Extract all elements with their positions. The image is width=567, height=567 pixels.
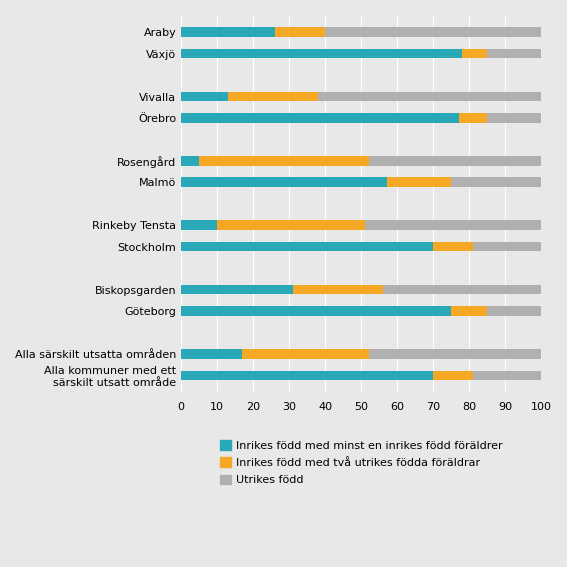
Bar [199,156,369,166]
Bar [318,92,541,101]
Bar [293,285,383,294]
Bar [325,27,541,37]
Bar [217,221,365,230]
Legend: Inrikes född med minst en inrikes född föräldrer, Inrikes född med två utrikes f: Inrikes född med minst en inrikes född f… [215,436,507,489]
Bar [275,27,325,37]
Bar [181,306,451,316]
Bar [181,221,217,230]
Bar [451,177,541,187]
Bar [243,349,369,359]
Bar [181,242,433,252]
Bar [181,92,228,101]
Bar [181,27,275,37]
Bar [473,242,541,252]
Bar [181,156,199,166]
Bar [451,306,488,316]
Bar [383,285,541,294]
Bar [181,349,243,359]
Bar [369,349,541,359]
Bar [459,113,488,123]
Bar [228,92,318,101]
Bar [473,371,541,380]
Bar [488,49,541,58]
Bar [369,156,541,166]
Bar [181,371,433,380]
Bar [488,306,541,316]
Bar [433,371,473,380]
Bar [462,49,488,58]
Bar [365,221,541,230]
Bar [181,177,387,187]
Bar [181,49,462,58]
Bar [181,285,293,294]
Bar [181,113,459,123]
Bar [488,113,541,123]
Bar [433,242,473,252]
Bar [387,177,451,187]
